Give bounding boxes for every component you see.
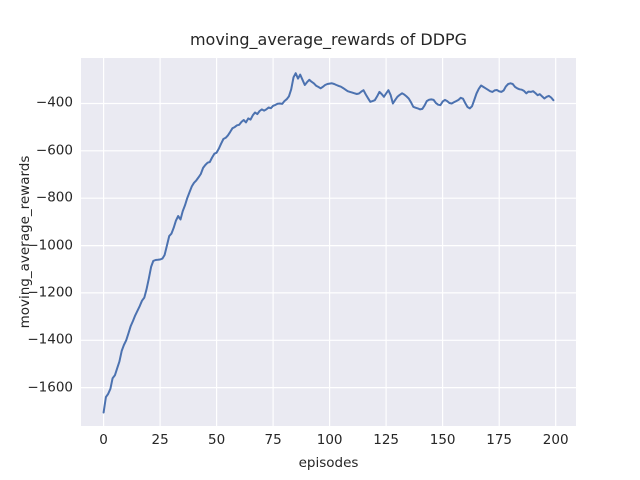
y-tick-label: −1600 [27,379,73,396]
y-tick-label: −1400 [27,331,73,348]
x-tick-label: 125 [373,432,400,448]
x-tick-label: 175 [486,432,513,448]
chart-title: moving_average_rewards of DDPG [189,30,468,49]
x-tick-label: 75 [264,432,282,448]
y-tick-label: −1200 [27,284,73,301]
y-tick-label: −400 [35,94,73,111]
x-tick-label: 25 [151,432,169,448]
x-tick-label: 200 [542,432,569,448]
y-tick-label: −1000 [27,237,73,254]
y-tick-label: −800 [35,189,73,206]
x-axis-label: episodes [298,455,359,471]
x-tick-label: 150 [429,432,456,448]
x-tick-label: 50 [208,432,226,448]
y-tick-label: −600 [35,142,73,159]
x-tick-label: 100 [316,432,343,448]
x-tick-label: 0 [99,432,108,448]
